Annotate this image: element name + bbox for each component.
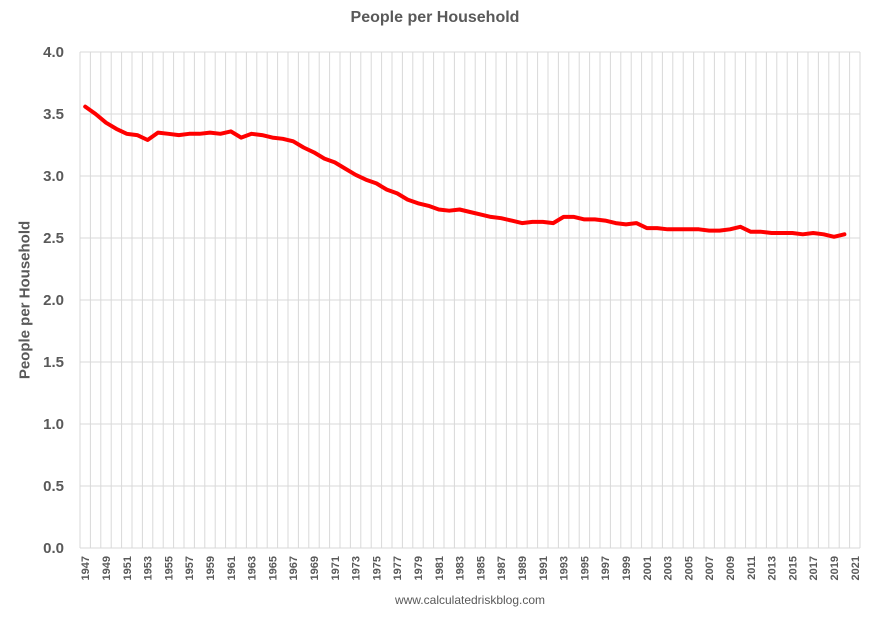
x-tick-label: 1957 — [184, 556, 196, 580]
x-tick-label: 2001 — [642, 556, 654, 580]
chart-title: People per Household — [350, 9, 520, 26]
x-tick-label: 2007 — [704, 556, 716, 580]
y-axis-ticks: 0.0 0.5 1.0 1.5 2.0 2.5 3.0 3.5 4.0 — [43, 44, 64, 557]
x-tick-label: 1999 — [621, 556, 633, 580]
x-axis-ticks: 1947 1949 1951 1953 1955 1957 1959 1961 1963 1965… — [80, 556, 862, 580]
x-tick-label: 1961 — [226, 556, 238, 580]
x-tick-label: 1955 — [163, 556, 175, 580]
x-tick-label: 1953 — [143, 556, 155, 580]
y-tick-label: 4.0 — [43, 44, 64, 61]
x-tick-label: 1975 — [371, 556, 383, 580]
y-tick-label: 1.0 — [43, 416, 64, 433]
y-tick-label: 2.5 — [43, 230, 64, 247]
y-tick-label: 0.0 — [43, 540, 64, 557]
x-tick-label: 2017 — [808, 556, 820, 580]
x-tick-label: 2021 — [850, 556, 862, 580]
x-tick-label: 1985 — [475, 556, 487, 580]
data-line — [83, 104, 847, 239]
y-tick-label: 3.5 — [43, 106, 64, 123]
x-tick-label: 1993 — [559, 556, 571, 580]
x-tick-label: 1949 — [101, 556, 113, 580]
x-tick-label: 1963 — [247, 556, 259, 580]
x-tick-label: 1987 — [496, 556, 508, 580]
y-tick-label: 0.5 — [43, 478, 64, 495]
x-tick-label: 1983 — [455, 556, 467, 580]
x-tick-label: 2003 — [663, 556, 675, 580]
x-tick-label: 2009 — [725, 556, 737, 580]
x-tick-label: 1979 — [413, 556, 425, 580]
x-tick-label: 2019 — [829, 556, 841, 580]
x-tick-label: 1969 — [309, 556, 321, 580]
x-tick-label: 1965 — [267, 556, 279, 580]
x-tick-label: 1951 — [122, 556, 134, 580]
x-tick-label: 1959 — [205, 556, 217, 580]
x-tick-label: 1991 — [538, 556, 550, 580]
horizontal-gridlines — [80, 51, 860, 549]
x-tick-label: 2011 — [746, 556, 758, 580]
x-tick-label: 1995 — [579, 556, 591, 580]
y-tick-label: 2.0 — [43, 292, 64, 309]
x-tick-label: 1971 — [330, 556, 342, 580]
y-tick-label: 1.5 — [43, 354, 64, 371]
x-tick-label: 2013 — [767, 556, 779, 580]
x-tick-label: 1977 — [392, 556, 404, 580]
x-tick-label: 1967 — [288, 556, 300, 580]
x-tick-label: 2005 — [683, 556, 695, 580]
x-tick-label: 1981 — [434, 556, 446, 580]
x-tick-label: 1997 — [600, 556, 612, 580]
x-tick-label: 2015 — [787, 556, 799, 580]
x-tick-label: 1973 — [351, 556, 363, 580]
x-tick-label: 1989 — [517, 556, 529, 580]
source-note: www.calculatedriskblog.com — [394, 593, 546, 607]
y-tick-label: 3.0 — [43, 168, 64, 185]
x-tick-label: 1947 — [80, 556, 92, 580]
